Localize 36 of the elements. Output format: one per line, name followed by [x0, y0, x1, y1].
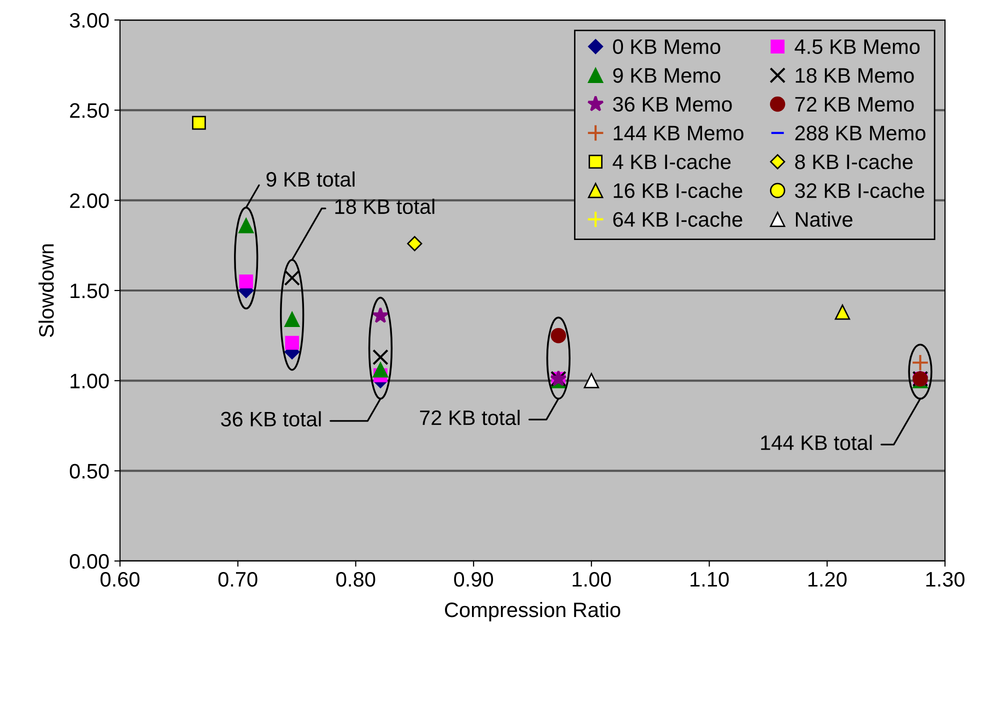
- legend-label: 72 KB Memo: [795, 96, 914, 112]
- y-tick-label: 1.00: [70, 374, 109, 388]
- legend-label: 0 KB Memo: [613, 39, 720, 54]
- x-tick-label: 1.30: [926, 572, 964, 587]
- annotation: 72 KB total: [420, 410, 520, 426]
- legend-label: 32 KB I-cache: [795, 182, 924, 198]
- legend-label: 9 KB Memo: [613, 68, 720, 83]
- legend-label: 144 KB Memo: [614, 126, 744, 140]
- x-tick-label: 1.00: [572, 572, 611, 587]
- y-axis-title: Slowdown: [38, 244, 54, 338]
- legend-label: 18 KB Memo: [796, 68, 914, 83]
- annotation: 9 KB total: [266, 171, 354, 187]
- y-tick-label: 2.00: [70, 193, 109, 208]
- y-tick-label: 0.00: [70, 554, 109, 569]
- legend-label: 16 KB I-cache: [614, 182, 742, 198]
- legend-label: 8 KB I-cache: [795, 154, 913, 170]
- annotation: 36 KB total: [221, 411, 321, 427]
- annotation: 18 KB total: [335, 198, 434, 214]
- legend-label: Native: [796, 212, 852, 227]
- x-tick-label: 0.90: [454, 572, 494, 587]
- x-axis-title: Compression Ratio: [444, 602, 620, 622]
- legend-label: 4 KB I-cache: [612, 154, 731, 170]
- x-tick-label: 0.60: [100, 572, 140, 587]
- y-tick-label: 0.50: [70, 464, 109, 479]
- y-tick-label: 1.50: [70, 284, 109, 298]
- x-tick-label: 1.10: [690, 572, 729, 587]
- legend-label: 288 KB Memo: [795, 126, 926, 140]
- y-tick-label: 3.00: [70, 13, 109, 28]
- legend-label: 36 KB Memo: [613, 96, 732, 112]
- legend-label: 64 KB I-cache: [613, 212, 742, 227]
- x-tick-label: 0.80: [336, 572, 376, 587]
- legend-label: 4.5 KB Memo: [794, 40, 920, 54]
- y-tick-label: 2.50: [70, 103, 109, 118]
- x-tick-label: 0.70: [218, 572, 258, 587]
- x-tick-label: 1.20: [808, 572, 847, 587]
- annotation: 144 KB total: [761, 434, 872, 450]
